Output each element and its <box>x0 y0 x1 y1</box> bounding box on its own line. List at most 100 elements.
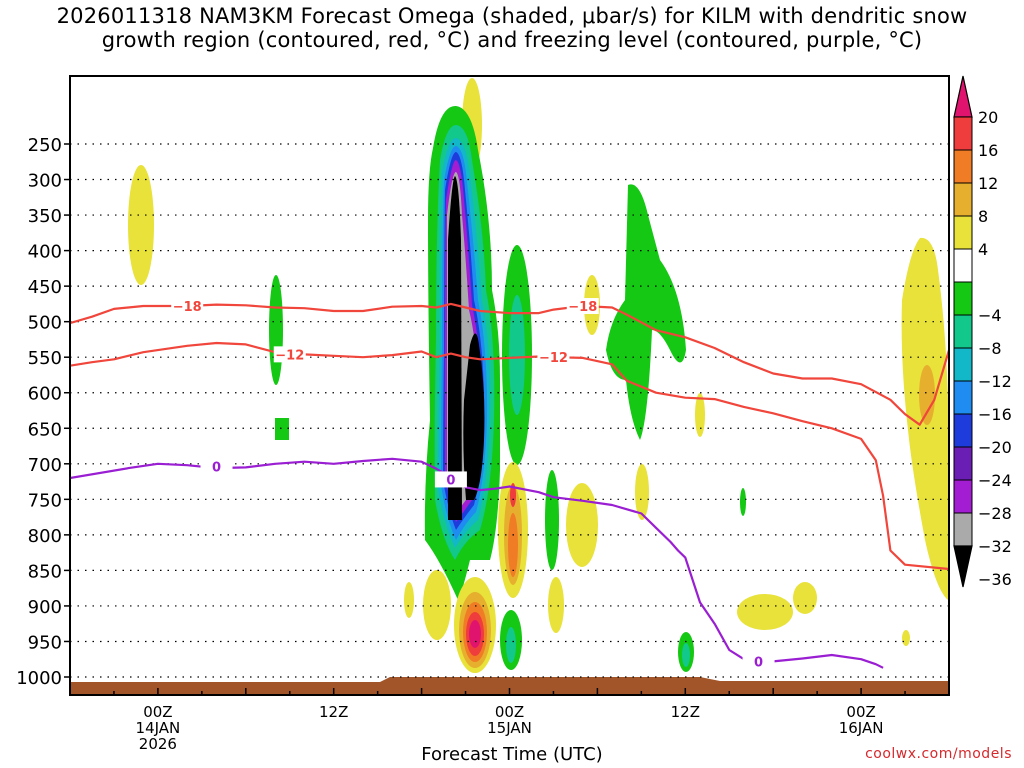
x-tick-label: 00Z <box>495 703 524 721</box>
y-tick-label: 450 <box>28 277 62 298</box>
x-tick-label: 12Z <box>671 703 700 721</box>
colorbar-bin <box>953 479 973 514</box>
omega-shading-layer <box>70 78 949 695</box>
omega-cell-green <box>740 488 746 516</box>
colorbar-arrow-bottom <box>953 545 973 588</box>
x-tick-label: 14JAN <box>136 719 181 737</box>
contour-label: 0 <box>446 473 455 488</box>
y-tick-label: 500 <box>28 313 62 334</box>
colorbar-bin <box>953 149 973 184</box>
omega-cell-yellow <box>902 630 910 646</box>
y-tick-label: 850 <box>28 561 62 582</box>
omega-cell-yellow <box>423 570 451 640</box>
contour-line-0 <box>70 302 949 426</box>
chart-title: 2026011318 NAM3KM Forecast Omega (shaded… <box>0 4 1024 52</box>
y-axis: 250 300 350 400 450 500 550 600 650 700 750 800 850 9… <box>16 135 70 689</box>
omega-cell-green <box>275 418 289 440</box>
colorbar-arrow-top <box>953 75 973 118</box>
omega-cell-yellow <box>566 483 598 567</box>
x-tick-label: 00Z <box>846 703 875 721</box>
contour-label-bg <box>566 298 599 315</box>
colorbar: 20 16 12 8 4 −4 −8 −12 −16 −20 −24 −28 −32 −36 <box>953 75 1012 589</box>
y-tick-label: 700 <box>28 455 62 476</box>
title-line-1: 2026011318 NAM3KM Forecast Omega (shaded… <box>56 4 968 28</box>
omega-cell-red <box>510 483 516 507</box>
omega-cell-yellow <box>793 582 817 614</box>
x-tick-label: 15JAN <box>487 719 532 737</box>
colorbar-label: −8 <box>978 339 1002 358</box>
colorbar-label: 16 <box>978 141 998 160</box>
colorbar-bin <box>953 314 973 349</box>
omega-cell-green <box>606 184 686 440</box>
y-tick-label: 550 <box>28 348 62 369</box>
omega-cell-yellow <box>635 464 649 520</box>
omega-cell-yellow <box>737 594 793 630</box>
omega-cell-magenta <box>469 620 481 648</box>
colorbar-label: −28 <box>978 504 1012 523</box>
x-tick-label: 00Z <box>143 703 172 721</box>
terrain-ground <box>70 677 949 695</box>
colorbar-label: −20 <box>978 438 1012 457</box>
contour-label: −12 <box>539 351 568 366</box>
omega-cell-yellow <box>404 582 414 618</box>
omega-cell-deep-orange <box>508 513 518 577</box>
title-line-2: growth region (contoured, red, °C) and f… <box>101 28 923 52</box>
omega-cell-yellow <box>128 165 154 285</box>
colorbar-label: 8 <box>978 207 988 226</box>
colorbar-bin <box>953 413 973 448</box>
colorbar-bin <box>953 248 973 283</box>
x-tick-label: 12Z <box>319 703 348 721</box>
colorbar-bin <box>953 347 973 382</box>
contour-label-bg <box>537 349 570 366</box>
watermark: coolwx.com/models <box>865 746 1012 762</box>
y-tick-label: 250 <box>28 135 62 156</box>
omega-cell-teal <box>682 643 690 667</box>
colorbar-bin <box>953 182 973 217</box>
contour-label: −18 <box>173 300 202 315</box>
colorbar-label: 4 <box>978 240 988 259</box>
omega-cell-orange <box>919 365 935 425</box>
contour-label: 0 <box>212 461 221 476</box>
y-tick-label: 900 <box>28 597 62 618</box>
colorbar-bin <box>953 116 973 151</box>
omega-column-black-core <box>448 176 462 520</box>
contour-label-bg <box>434 471 467 488</box>
colorbar-label: −4 <box>978 306 1002 325</box>
omega-cell-yellow <box>695 393 705 437</box>
colorbar-label: −32 <box>978 537 1012 556</box>
y-tick-label: 800 <box>28 526 62 547</box>
colorbar-bin <box>953 446 973 481</box>
x-axis-title: Forecast Time (UTC) <box>421 744 603 765</box>
colorbar-bin <box>953 215 973 250</box>
colorbar-label: −36 <box>978 570 1012 589</box>
contour-label-bg <box>171 298 204 315</box>
colorbar-label: 20 <box>978 108 998 127</box>
omega-cell-teal <box>506 627 516 663</box>
colorbar-bin <box>953 512 973 547</box>
contour-line-1 <box>70 341 949 571</box>
colorbar-bin <box>953 380 973 415</box>
contour-label: 0 <box>754 655 763 670</box>
omega-cell-green <box>545 470 559 570</box>
contour-lines: −18 −18 −12 −12 0 0 0 <box>70 298 949 670</box>
y-tick-label: 300 <box>28 171 62 192</box>
colorbar-label: −12 <box>978 372 1012 391</box>
y-tick-label: 350 <box>28 206 62 227</box>
colorbar-bin <box>953 281 973 316</box>
y-tick-label: 1000 <box>16 668 62 689</box>
y-tick-label: 650 <box>28 419 62 440</box>
x-tick-label: 2026 <box>139 735 177 753</box>
omega-cell-teal <box>509 295 525 415</box>
contour-label-bg <box>273 346 306 363</box>
y-tick-label: 400 <box>28 242 62 263</box>
contour-label-bg <box>200 458 233 475</box>
colorbar-label: 12 <box>978 174 998 193</box>
contour-label-bg <box>742 653 775 670</box>
colorbar-label: −16 <box>978 405 1012 424</box>
contour-label: −18 <box>568 300 597 315</box>
colorbar-label: −24 <box>978 471 1012 490</box>
omega-cell-yellow <box>548 577 564 633</box>
x-tick-label: 16JAN <box>839 719 884 737</box>
